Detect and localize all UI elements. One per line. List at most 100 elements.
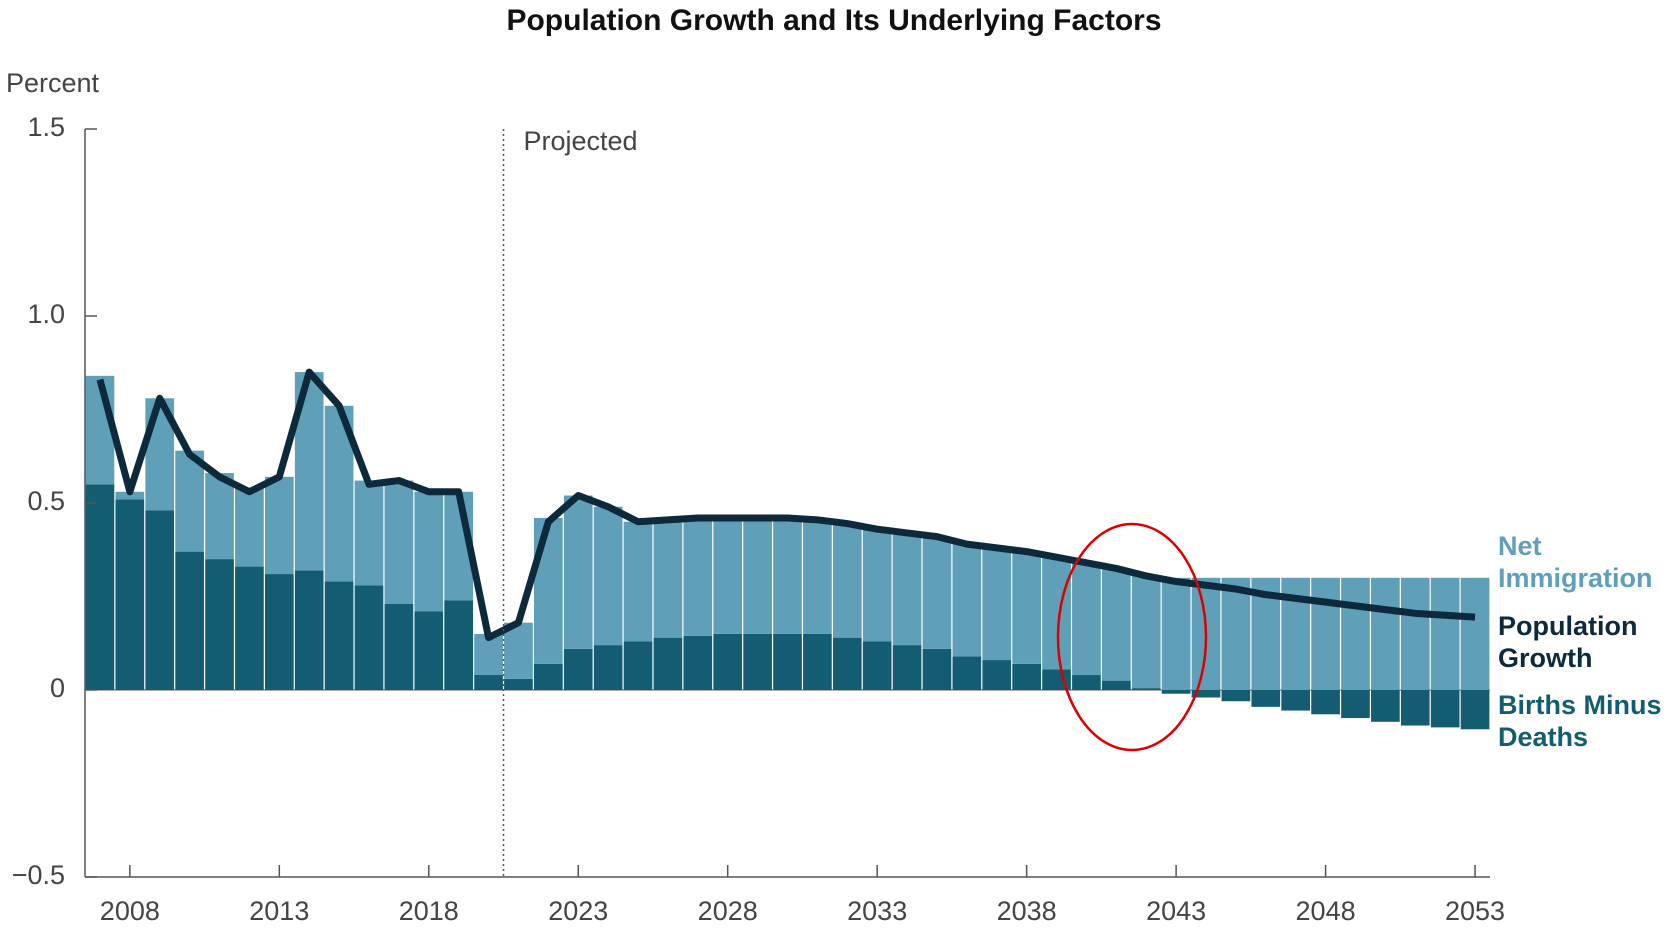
x-tick-label: 2048 — [1296, 896, 1356, 926]
bar — [384, 480, 414, 604]
bar — [1042, 557, 1071, 670]
bar — [922, 648, 952, 690]
bar — [653, 517, 683, 638]
bar — [1012, 663, 1041, 690]
bar — [324, 581, 354, 690]
bar — [504, 622, 533, 679]
bar — [563, 495, 593, 649]
bar — [1131, 575, 1161, 689]
bar — [205, 559, 234, 690]
bar — [713, 633, 743, 690]
legend-net-immigration: Net Immigration — [1498, 531, 1653, 593]
bar — [264, 574, 294, 690]
x-tick-label: 2008 — [100, 896, 160, 926]
bar — [504, 678, 533, 690]
bar — [683, 517, 713, 636]
bar — [1430, 577, 1460, 690]
x-tick-label: 2028 — [698, 896, 758, 926]
bar — [1400, 577, 1430, 690]
bar — [354, 480, 384, 586]
bar — [1311, 577, 1340, 690]
bar — [1131, 688, 1161, 690]
legend-births-minus-deaths: Births Minus Deaths — [1498, 690, 1662, 752]
annotation: Projected — [524, 126, 638, 156]
line — [96, 368, 1476, 642]
bar — [1430, 690, 1460, 728]
bar — [803, 519, 832, 634]
bar — [743, 633, 772, 690]
bar — [175, 551, 204, 690]
bar — [593, 645, 623, 690]
bar — [85, 484, 115, 690]
bar — [1101, 568, 1131, 681]
bar — [862, 641, 892, 690]
bar — [534, 517, 563, 664]
y-tick-label: 0 — [50, 673, 65, 703]
bar — [1101, 680, 1131, 690]
bar — [205, 473, 234, 560]
bar — [384, 603, 414, 690]
x-tick-label: 2013 — [249, 896, 309, 926]
bar — [1161, 577, 1191, 690]
bar — [623, 521, 653, 642]
bar — [892, 645, 922, 690]
bar — [982, 660, 1012, 690]
bar — [115, 499, 145, 690]
x-tick-label: 2018 — [399, 896, 459, 926]
bar — [474, 675, 503, 690]
bar — [1161, 690, 1191, 694]
bar — [1311, 690, 1340, 715]
bar — [444, 600, 474, 690]
bar — [115, 491, 145, 500]
bar — [832, 523, 862, 638]
bar — [1400, 690, 1430, 726]
bar — [653, 637, 683, 690]
bar — [892, 532, 922, 646]
bar — [563, 648, 593, 690]
bar — [1191, 690, 1221, 698]
bar — [354, 585, 384, 690]
y-tick-label: 0.5 — [27, 486, 65, 516]
bar — [414, 611, 444, 690]
bar — [832, 637, 862, 690]
y-tick-label: 1.0 — [27, 299, 65, 329]
bar — [1341, 690, 1370, 719]
bar — [85, 375, 115, 485]
plot: −0.5 0 0.5 1.0 1.5 2008 2013 2018 2023 2028 2033 20… — [12, 112, 1505, 926]
bar — [593, 506, 623, 646]
bar — [1072, 562, 1101, 676]
bar — [235, 566, 264, 690]
bar — [235, 488, 264, 567]
bar — [713, 517, 743, 634]
bar — [1251, 690, 1281, 707]
bar — [145, 510, 175, 690]
chart-title: Population Growth and Its Underlying Fac… — [506, 4, 1161, 37]
bar — [1072, 675, 1101, 690]
y-tick-label: 1.5 — [27, 112, 65, 142]
bar — [952, 544, 982, 657]
bar — [683, 635, 713, 690]
highlight-ellipse — [1056, 522, 1208, 752]
bar — [743, 517, 772, 634]
bar — [1281, 690, 1311, 711]
bar — [1221, 577, 1251, 690]
bar — [1460, 577, 1490, 690]
bar — [534, 663, 563, 690]
bar — [1371, 690, 1400, 722]
x-tick-label: 2038 — [997, 896, 1057, 926]
bar — [1341, 577, 1370, 690]
bar — [623, 641, 653, 690]
bar — [414, 491, 444, 612]
bar — [294, 570, 324, 690]
x-tick-label: 2023 — [548, 896, 608, 926]
bar — [1371, 577, 1400, 690]
bar — [1012, 551, 1041, 664]
bar — [773, 633, 802, 690]
bar — [1221, 690, 1251, 702]
legend-population-growth: Population Growth — [1498, 611, 1638, 673]
x-tick-label: 2033 — [847, 896, 907, 926]
x-tick-label: 2043 — [1146, 896, 1206, 926]
x-tick-label: 2053 — [1445, 896, 1505, 926]
bar — [1460, 690, 1490, 730]
